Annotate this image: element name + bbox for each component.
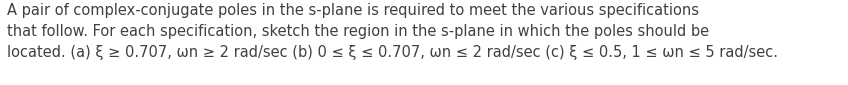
Text: A pair of complex-conjugate poles in the s-plane is required to meet the various: A pair of complex-conjugate poles in the…	[7, 3, 778, 60]
